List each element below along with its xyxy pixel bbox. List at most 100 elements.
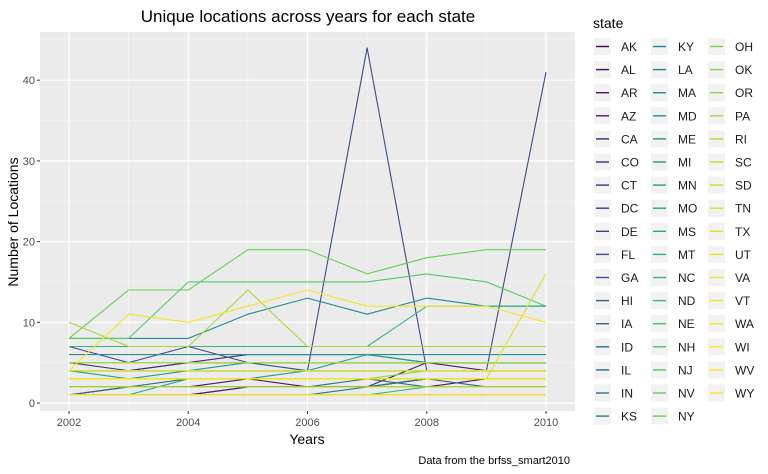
x-tick-label: 2008 xyxy=(415,417,439,429)
legend-item-wi: WI xyxy=(708,338,750,356)
legend-label: HI xyxy=(621,294,633,308)
legend-item-md: MD xyxy=(651,107,697,125)
legend-item-ak: AK xyxy=(594,38,637,55)
legend-label: PA xyxy=(735,109,750,123)
series-line-ma xyxy=(69,297,546,339)
legend-item-in: IN xyxy=(594,384,633,402)
legend-item-ma: MA xyxy=(651,84,696,102)
series-line-nj xyxy=(69,273,547,339)
legend-label: ID xyxy=(621,340,633,354)
legend-label: NH xyxy=(678,340,695,354)
legend-label: FL xyxy=(621,248,635,262)
legend-item-ut: UT xyxy=(708,245,752,263)
legend-label: UT xyxy=(735,248,752,262)
legend-label: MT xyxy=(678,248,696,262)
legend-item-wa: WA xyxy=(708,315,754,333)
legend-label: TN xyxy=(735,202,751,216)
legend-item-tn: TN xyxy=(708,199,751,217)
series-line-pa xyxy=(68,289,546,348)
legend-label: MA xyxy=(678,86,696,100)
legend-label: OR xyxy=(735,86,753,100)
legend-item-mo: MO xyxy=(651,199,697,217)
legend-label: SD xyxy=(735,179,752,193)
legend-label: MO xyxy=(678,202,697,216)
series-lines xyxy=(68,47,547,396)
legend-label: MD xyxy=(678,109,697,123)
legend-label: WI xyxy=(735,340,750,354)
legend-item-mt: MT xyxy=(651,245,696,263)
legend-label: IL xyxy=(621,363,631,377)
legend-label: MI xyxy=(678,156,691,170)
legend-label: VT xyxy=(735,294,751,308)
legend-item-nj: NJ xyxy=(651,361,693,379)
legend-label: KS xyxy=(621,410,637,424)
legend-item-la: LA xyxy=(651,61,693,79)
legend-item-vt: VT xyxy=(708,292,751,310)
legend-label: CO xyxy=(621,156,639,170)
legend-item-nh: NH xyxy=(651,338,695,356)
legend-item-sd: SD xyxy=(708,176,752,194)
series-line-ny xyxy=(68,249,546,339)
x-tick-label: 2002 xyxy=(57,417,81,429)
legend-item-wy: WY xyxy=(708,384,754,402)
legend-label: GA xyxy=(621,271,638,285)
legend-item-fl: FL xyxy=(594,245,635,263)
legend-item-al: AL xyxy=(594,61,636,79)
legend-label: TX xyxy=(735,225,750,239)
legend-item-tx: TX xyxy=(708,222,750,240)
series-line-wa xyxy=(68,289,547,372)
legend-item-id: ID xyxy=(594,338,633,356)
legend-label: ND xyxy=(678,294,696,308)
legend-label: NJ xyxy=(678,363,693,377)
legend-label: DE xyxy=(621,225,638,239)
legend-label: CT xyxy=(621,179,638,193)
legend-label: AR xyxy=(621,86,638,100)
legend-item-sc: SC xyxy=(708,153,752,171)
y-tick-label: 20 xyxy=(23,237,35,249)
legend: AK AL AR AZ CA CO CT DC DE FL GA HI IA ID IL IN KS KY LA MA… xyxy=(594,38,754,425)
legend-item-ct: CT xyxy=(594,176,638,194)
legend-item-ms: MS xyxy=(651,222,696,240)
legend-item-oh: OH xyxy=(708,38,753,55)
legend-item-ne: NE xyxy=(651,315,695,333)
legend-label: IA xyxy=(621,317,632,331)
legend-item-il: IL xyxy=(594,361,631,379)
y-axis-ticks: 0 10 20 30 40 xyxy=(23,75,40,410)
grid xyxy=(40,32,575,411)
y-tick-label: 30 xyxy=(23,156,35,168)
legend-item-mn: MN xyxy=(651,176,697,194)
legend-item-ks: KS xyxy=(594,407,637,425)
legend-item-dc: DC xyxy=(594,199,639,217)
legend-label: AL xyxy=(621,63,636,77)
legend-item-nc: NC xyxy=(651,269,696,286)
legend-label: NE xyxy=(678,317,695,331)
legend-item-me: ME xyxy=(651,130,696,148)
legend-label: KY xyxy=(678,40,694,54)
legend-item-wv: WV xyxy=(708,361,754,379)
y-axis-title: Number of Locations xyxy=(5,157,21,286)
legend-item-co: CO xyxy=(594,153,639,171)
legend-item-ga: GA xyxy=(594,269,638,286)
legend-label: OH xyxy=(735,40,753,54)
legend-title: state xyxy=(593,15,624,31)
y-tick-label: 40 xyxy=(23,75,35,87)
x-axis-title: Years xyxy=(289,431,324,447)
legend-item-nv: NV xyxy=(651,384,695,402)
legend-label: NV xyxy=(678,387,695,401)
legend-item-ny: NY xyxy=(651,407,695,425)
legend-label: CA xyxy=(621,132,638,146)
legend-label: OK xyxy=(735,63,752,77)
legend-label: WA xyxy=(735,317,754,331)
legend-item-ri: RI xyxy=(708,130,747,148)
x-tick-label: 2004 xyxy=(176,417,200,429)
legend-item-mi: MI xyxy=(651,153,691,171)
legend-label: NY xyxy=(678,410,695,424)
legend-label: AK xyxy=(621,40,637,54)
legend-label: VA xyxy=(735,271,750,285)
y-tick-label: 10 xyxy=(23,317,35,329)
legend-label: MN xyxy=(678,179,697,193)
legend-item-de: DE xyxy=(594,222,638,240)
legend-label: SC xyxy=(735,156,752,170)
legend-item-ca: CA xyxy=(594,130,638,148)
